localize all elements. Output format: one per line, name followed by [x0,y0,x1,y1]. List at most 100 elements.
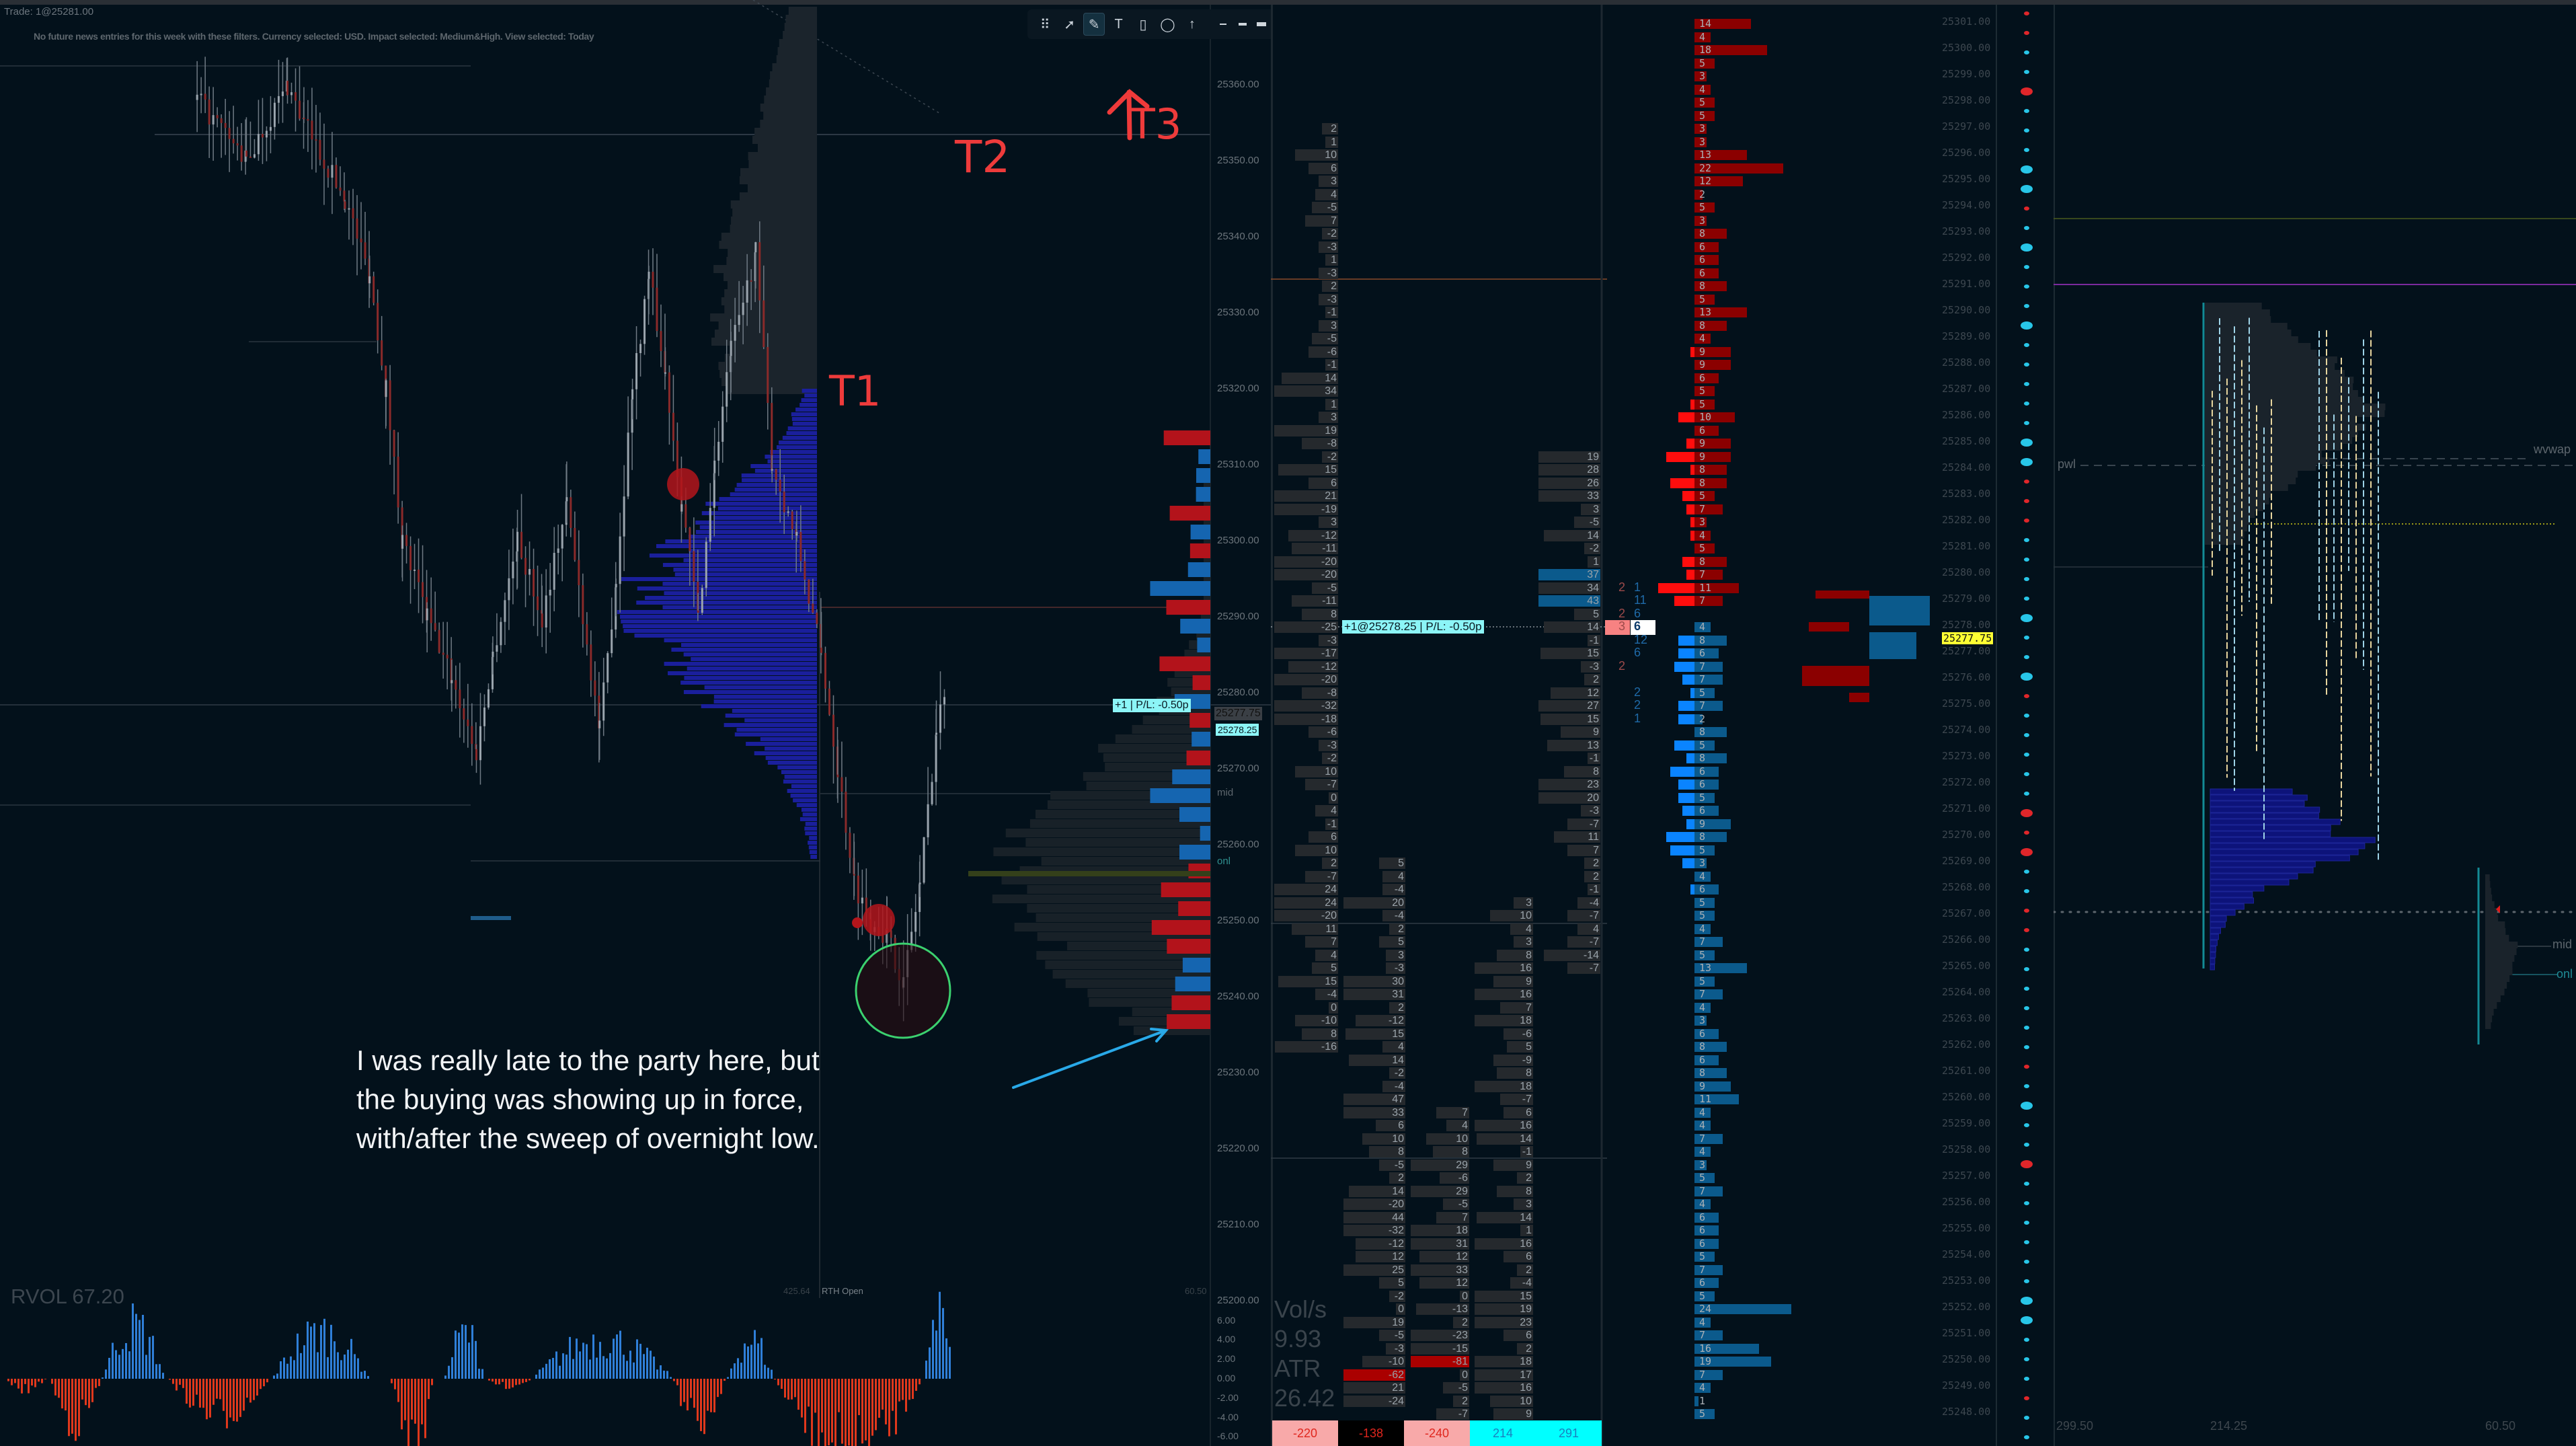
bid-size[interactable]: 5 [1699,948,1706,961]
dom-position-tag[interactable]: +1@25278.25 | P/L: -0.50p [1342,620,1484,634]
ladder-price-label[interactable]: 25271.00 [1942,802,1991,815]
bid-size[interactable]: 8 [1699,831,1706,843]
bid-size[interactable]: 6 [1699,804,1706,816]
ellipse-icon[interactable]: ◯ [1160,17,1175,32]
ladder-price-label[interactable]: 25273.00 [1942,750,1991,763]
ask-size[interactable]: 5 [1699,56,1706,69]
select-icon[interactable]: ➚ [1064,17,1076,32]
ladder-price-label[interactable]: 25253.00 [1942,1274,1991,1287]
bid-size[interactable]: 6 [1699,1027,1706,1040]
main-price-chart[interactable] [0,5,1271,1446]
bid-size[interactable]: 5 [1699,896,1706,909]
ask-size[interactable]: 11 [1699,581,1712,594]
bid-size[interactable]: 5 [1699,975,1706,987]
ask-size[interactable]: 8 [1699,227,1706,239]
ask-size[interactable]: 7 [1699,502,1706,515]
ask-size[interactable]: 6 [1699,266,1706,279]
bid-size[interactable]: 8 [1699,1067,1706,1079]
bid-size[interactable]: 4 [1699,870,1706,882]
ask-size[interactable]: 9 [1699,345,1706,358]
line-width-3-button[interactable] [1253,13,1270,36]
ask-size[interactable]: 22 [1699,161,1712,174]
line-width-2-button[interactable] [1234,13,1251,36]
bid-size[interactable]: 6 [1699,1277,1706,1289]
bid-size[interactable]: 11 [1699,1093,1712,1105]
bid-size[interactable]: 5 [1699,738,1706,751]
bid-size[interactable]: 5 [1699,1172,1706,1184]
ask-size[interactable]: 5 [1699,109,1706,122]
ask-size[interactable]: 8 [1699,280,1706,292]
ladder-price-label[interactable]: 25256.00 [1942,1196,1991,1209]
bid-size[interactable]: 4 [1699,1106,1706,1118]
bid-size[interactable]: 4 [1699,1001,1706,1014]
bid-size[interactable]: 7 [1699,1184,1706,1197]
ladder-price-label[interactable]: 25255.00 [1942,1222,1991,1235]
ask-size[interactable]: 14 [1699,17,1712,30]
bid-size[interactable]: 6 [1699,1053,1706,1066]
bid-size[interactable]: 5 [1699,909,1706,921]
bid-size[interactable]: 7 [1699,1132,1706,1145]
ask-size[interactable]: 4 [1699,529,1706,541]
ask-size[interactable]: 8 [1699,463,1706,475]
ladder-price-label[interactable]: 25287.00 [1942,383,1991,395]
ladder-price-label[interactable]: 25265.00 [1942,960,1991,973]
ask-size[interactable]: 3 [1699,135,1706,148]
bid-size[interactable]: 3 [1699,857,1706,869]
position-pl-tag[interactable]: +1 | P/L: -0.50p [1113,699,1191,712]
ladder-price-label[interactable]: 25289.00 [1942,330,1991,343]
ask-size[interactable]: 7 [1699,595,1706,607]
bid-size[interactable]: 6 [1699,1224,1706,1236]
ladder-price-label[interactable]: 25260.00 [1942,1091,1991,1104]
bid-size[interactable]: 2 [1699,712,1706,725]
bid-size[interactable]: 5 [1699,1250,1706,1262]
ask-size[interactable]: 8 [1699,555,1706,568]
ladder-price-label[interactable]: 25288.00 [1942,356,1991,369]
ladder-price-label[interactable]: 25262.00 [1942,1038,1991,1051]
ladder-price-label[interactable]: 25280.00 [1942,566,1991,579]
ladder-price-label[interactable]: 25270.00 [1942,829,1991,841]
ladder-price-label[interactable]: 25251.00 [1942,1327,1991,1340]
ladder-price-label[interactable]: 25290.00 [1942,304,1991,317]
ladder-price-label[interactable]: 25286.00 [1942,409,1991,422]
bid-size[interactable]: 7 [1699,1368,1706,1381]
bid-size[interactable]: 6 [1699,883,1706,895]
ladder-price-label[interactable]: 25294.00 [1942,199,1991,212]
ask-size[interactable]: 5 [1699,542,1706,554]
ladder-price-label[interactable]: 25278.00 [1942,619,1991,632]
bid-size[interactable]: 5 [1699,1408,1706,1420]
ladder-price-label[interactable]: 25249.00 [1942,1379,1991,1392]
bid-size[interactable]: 4 [1699,1145,1706,1157]
ask-size[interactable]: 18 [1699,44,1712,56]
ladder-price-label[interactable]: 25292.00 [1942,252,1991,264]
ladder-price-label[interactable]: 25293.00 [1942,225,1991,238]
bid-size[interactable]: 5 [1699,791,1706,804]
bid-size[interactable]: 4 [1699,1316,1706,1328]
bid-size[interactable]: 8 [1699,726,1706,738]
ask-size[interactable]: 4 [1699,83,1706,96]
ask-size[interactable]: 5 [1699,201,1706,213]
ladder-price-label[interactable]: 25254.00 [1942,1248,1991,1261]
ask-size[interactable]: 6 [1699,371,1706,384]
ladder-price-label[interactable]: 25297.00 [1942,120,1991,133]
ask-size[interactable]: 13 [1699,149,1712,161]
ladder-price-label[interactable]: 25295.00 [1942,173,1991,186]
ladder-price-label[interactable]: 25282.00 [1942,514,1991,527]
ladder-price-label[interactable]: 25263.00 [1942,1012,1991,1025]
bid-size[interactable]: 7 [1699,660,1706,673]
ladder-price-label[interactable]: 25261.00 [1942,1065,1991,1077]
bid-size[interactable]: 5 [1699,686,1706,699]
ask-size[interactable]: 7 [1699,568,1706,580]
ladder-price-label[interactable]: 25248.00 [1942,1406,1991,1418]
bid-size[interactable]: 5 [1699,843,1706,856]
ladder-price-label[interactable]: 25285.00 [1942,435,1991,448]
ask-size[interactable]: 5 [1699,293,1706,305]
ask-size[interactable]: 5 [1699,397,1706,410]
ladder-price-label[interactable]: 25259.00 [1942,1117,1991,1130]
ask-size[interactable]: 8 [1699,319,1706,332]
bid-size[interactable]: 3 [1699,1014,1706,1026]
ladder-price-label[interactable]: 25279.00 [1942,593,1991,605]
ask-size[interactable]: 10 [1699,411,1712,423]
ladder-price-label[interactable]: 25267.00 [1942,907,1991,920]
ask-size[interactable]: 8 [1699,476,1706,489]
ladder-price-label[interactable]: 25274.00 [1942,724,1991,736]
